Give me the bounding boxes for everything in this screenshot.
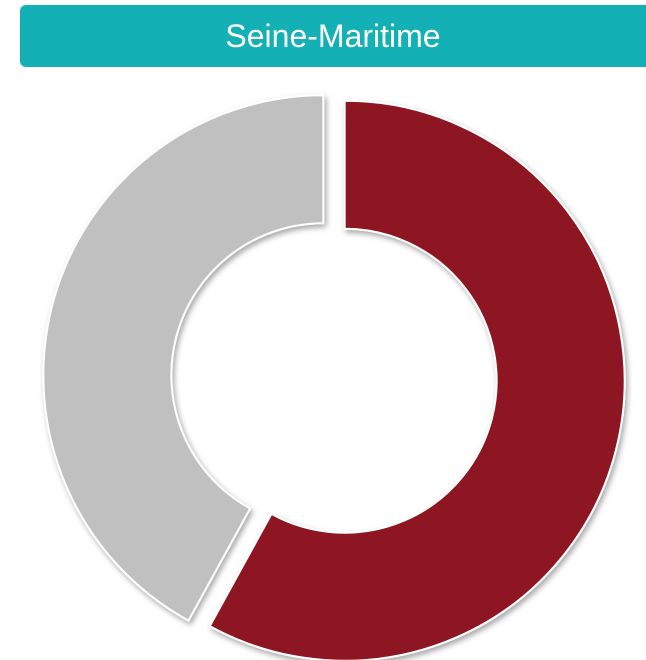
title-banner <box>20 5 646 67</box>
pie-slice <box>42 94 325 622</box>
chart-title: Seine-Maritime <box>225 18 441 54</box>
pie-slice <box>208 99 626 660</box>
